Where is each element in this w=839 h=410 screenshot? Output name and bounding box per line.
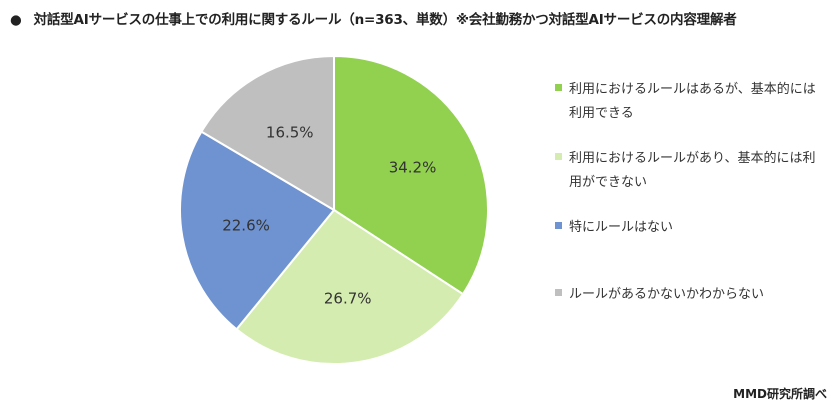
legend-label-0: 利用におけるルールはあるが、基本的には利用できる	[569, 82, 816, 121]
chart-title: ● 対話型AIサービスの仕事上での利用に関するルール（n=363、単数）※会社勤務…	[10, 8, 737, 28]
pie-slice-2	[179, 130, 336, 331]
legend-swatch-2	[555, 222, 562, 229]
legend-swatch-3	[555, 289, 562, 296]
title-bullet: ●	[10, 12, 22, 28]
slice-label-1: 26.7%	[324, 289, 372, 307]
pie-slice-1	[235, 208, 465, 365]
slice-label-2: 22.6%	[222, 217, 270, 235]
pie-slice-3	[200, 54, 335, 212]
source-note: MMD研究所調べ	[733, 387, 827, 401]
slice-label-0: 34.2%	[389, 158, 437, 176]
chart-title-text: 対話型AIサービスの仕事上での利用に関するルール（n=363、単数）※会社勤務か…	[33, 12, 737, 28]
slice-label-3: 16.5%	[266, 123, 314, 141]
legend-swatch-1	[555, 153, 562, 160]
legend-swatch-0	[555, 84, 562, 91]
legend-label-1: 利用におけるルールがあり、基本的には利用ができない	[569, 151, 816, 190]
legend-label-2: 特にルールはない	[569, 220, 674, 235]
legend-label-3: ルールがあるかないかわからない	[569, 287, 765, 302]
